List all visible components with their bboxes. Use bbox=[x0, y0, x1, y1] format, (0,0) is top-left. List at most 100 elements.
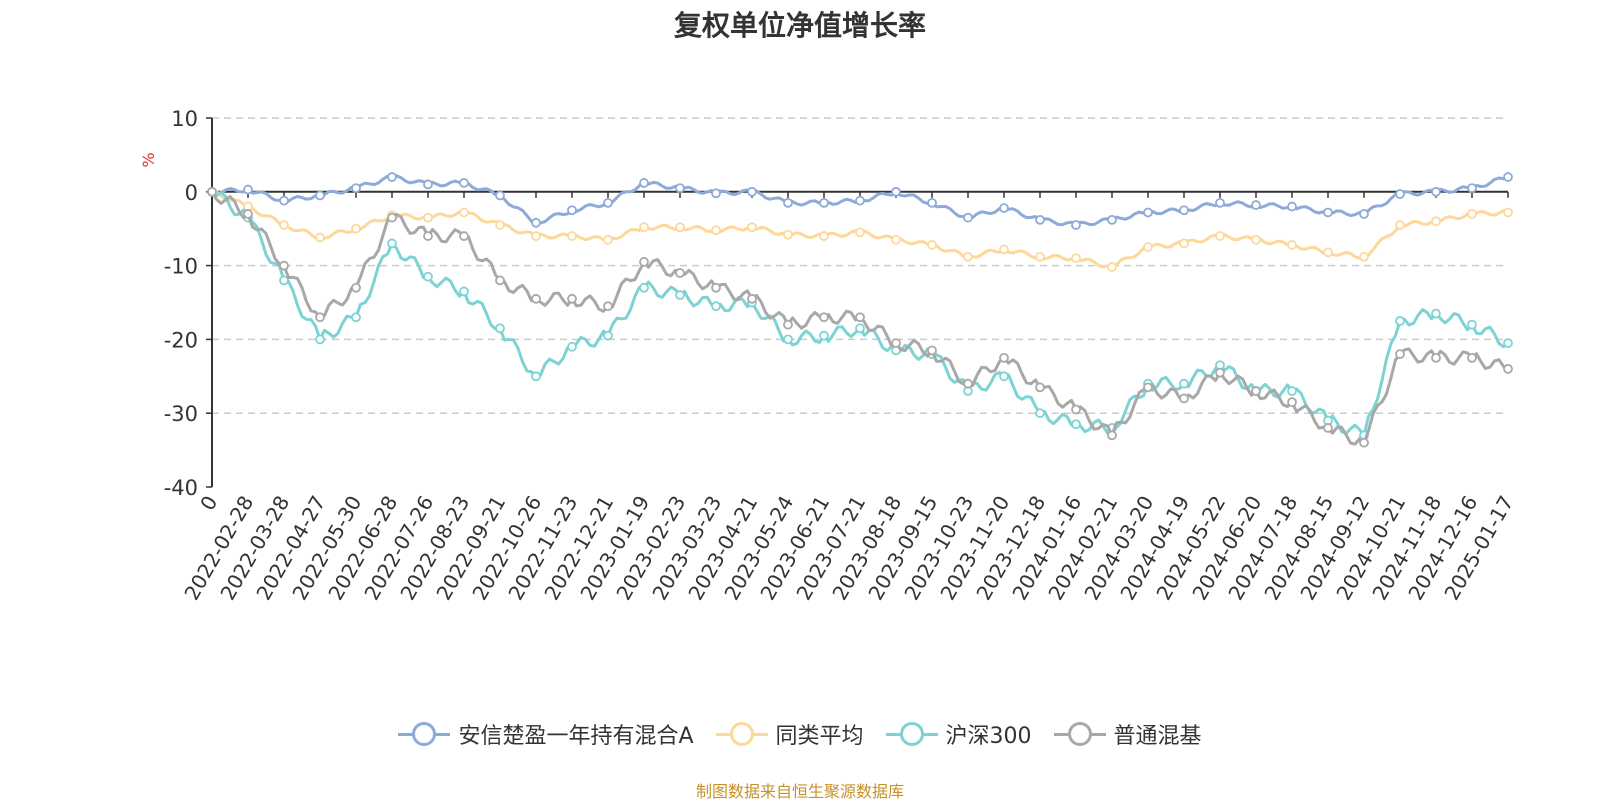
data-point bbox=[423, 212, 433, 223]
data-point bbox=[387, 172, 397, 182]
legend-symbol-icon bbox=[885, 722, 938, 746]
data-point bbox=[387, 238, 397, 249]
legend-symbol-icon bbox=[1053, 722, 1106, 746]
data-point bbox=[531, 231, 541, 241]
source-note: 制图数据来自恒生聚源数据库 bbox=[695, 782, 904, 801]
data-point bbox=[1287, 240, 1297, 250]
data-point bbox=[1503, 207, 1513, 218]
data-point bbox=[999, 352, 1009, 363]
data-point bbox=[387, 212, 397, 223]
legend-label: 安信楚盈一年持有混合A bbox=[458, 724, 694, 749]
data-point bbox=[855, 312, 865, 323]
data-point bbox=[1323, 423, 1333, 433]
data-point bbox=[891, 234, 901, 245]
legend-item[interactable]: 安信楚盈一年持有混合A bbox=[398, 718, 694, 750]
data-point bbox=[1215, 231, 1225, 241]
x-tick-label: 0 bbox=[195, 492, 222, 515]
data-point bbox=[819, 330, 829, 341]
data-point bbox=[927, 345, 937, 356]
data-point bbox=[1503, 364, 1513, 374]
data-point bbox=[315, 190, 325, 201]
data-point bbox=[315, 232, 325, 243]
data-point bbox=[1251, 386, 1261, 396]
data-point bbox=[819, 312, 829, 323]
y-axis-label: % bbox=[139, 152, 158, 167]
data-point bbox=[1179, 238, 1189, 249]
data-point bbox=[1323, 247, 1333, 258]
data-point bbox=[1503, 172, 1513, 182]
data-point bbox=[423, 271, 433, 282]
data-point bbox=[963, 212, 973, 223]
data-point bbox=[1431, 216, 1441, 227]
legend-item[interactable]: 沪深300 bbox=[885, 718, 1032, 750]
data-point bbox=[999, 244, 1009, 255]
data-point bbox=[999, 371, 1009, 382]
data-point bbox=[855, 195, 865, 206]
data-point bbox=[1395, 349, 1405, 360]
data-point bbox=[1071, 253, 1081, 264]
data-point bbox=[639, 178, 649, 188]
data-point bbox=[1215, 197, 1225, 208]
data-point bbox=[1431, 352, 1441, 363]
line-chart: 100-10-20-30-40%02022-02-282022-03-28202… bbox=[139, 107, 1518, 604]
data-point bbox=[1179, 393, 1189, 404]
data-point bbox=[1323, 207, 1333, 218]
y-tick-label: -30 bbox=[164, 402, 198, 426]
data-point bbox=[927, 240, 937, 250]
data-point bbox=[495, 275, 505, 286]
data-point bbox=[1359, 209, 1369, 219]
grid-lines bbox=[212, 117, 1508, 414]
data-point bbox=[747, 222, 757, 233]
data-point bbox=[531, 371, 541, 382]
data-point bbox=[747, 186, 757, 197]
data-point bbox=[675, 268, 685, 278]
y-tick-label: -10 bbox=[164, 255, 198, 279]
legend-symbol-icon bbox=[715, 722, 768, 746]
tick-labels: 100-10-20-30-40%02022-02-282022-03-28202… bbox=[139, 107, 1518, 604]
data-point bbox=[603, 234, 613, 245]
data-point bbox=[675, 222, 685, 233]
data-point bbox=[567, 293, 577, 304]
data-point bbox=[639, 282, 649, 293]
data-point bbox=[1251, 200, 1261, 210]
data-point bbox=[783, 229, 793, 240]
data-point bbox=[1107, 262, 1117, 272]
data-point bbox=[351, 312, 361, 323]
data-point bbox=[315, 312, 325, 323]
data-point bbox=[1467, 352, 1477, 363]
data-point bbox=[423, 179, 433, 190]
data-point bbox=[711, 301, 721, 312]
data-point bbox=[279, 220, 289, 230]
legend-label: 普通混基 bbox=[1113, 724, 1202, 749]
data-point bbox=[459, 231, 469, 241]
legend: 安信楚盈一年持有混合A 同类平均 沪深300 普通混基 bbox=[0, 718, 1600, 750]
chart-title: 复权单位净值增长率 bbox=[673, 9, 926, 42]
data-point bbox=[1431, 186, 1441, 197]
data-point bbox=[495, 220, 505, 230]
legend-item[interactable]: 同类平均 bbox=[715, 718, 864, 750]
data-point bbox=[1431, 308, 1441, 319]
y-tick-label: 10 bbox=[171, 107, 198, 131]
data-point bbox=[891, 338, 901, 348]
data-point bbox=[1467, 183, 1477, 194]
data-point bbox=[423, 231, 433, 241]
data-point bbox=[495, 323, 505, 334]
data-point bbox=[351, 183, 361, 194]
data-point bbox=[243, 209, 253, 219]
data-point bbox=[999, 203, 1009, 213]
data-point bbox=[495, 190, 505, 201]
data-point bbox=[1107, 430, 1117, 441]
axes bbox=[206, 117, 1509, 488]
legend-item[interactable]: 普通混基 bbox=[1053, 718, 1202, 750]
data-point bbox=[459, 178, 469, 188]
data-point bbox=[1107, 214, 1117, 225]
data-point bbox=[927, 197, 937, 208]
data-point bbox=[1215, 367, 1225, 378]
data-point bbox=[603, 301, 613, 312]
data-point bbox=[819, 231, 829, 241]
data-point bbox=[1503, 338, 1513, 348]
data-point bbox=[1395, 316, 1405, 326]
data-point bbox=[279, 195, 289, 206]
data-point bbox=[1071, 404, 1081, 415]
data-point bbox=[1143, 207, 1153, 218]
